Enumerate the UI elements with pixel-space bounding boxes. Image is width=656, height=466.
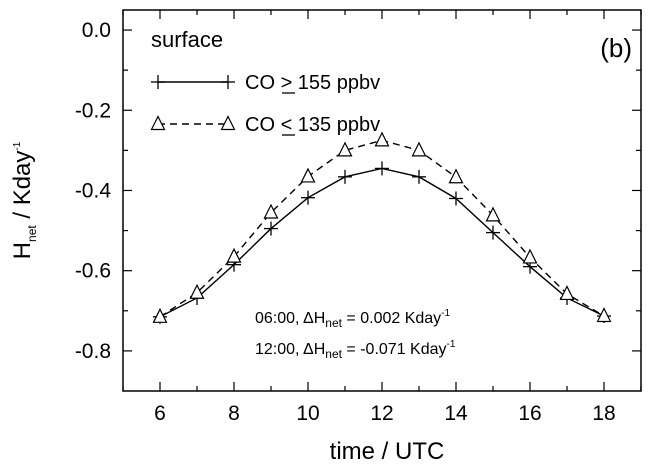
triangle-marker [485, 206, 501, 222]
annotation-eq: = 0.002 Kday [342, 310, 441, 327]
annotation-2: 12:00, ΔHnet = -0.071 Kday-1 [255, 339, 456, 361]
triangle-marker [226, 247, 242, 263]
x-tick-label: 6 [154, 402, 166, 425]
y-tick-label: 0.0 [82, 19, 111, 42]
annotation-sup: -1 [447, 339, 456, 350]
annotation-sub: net [325, 316, 342, 330]
x-tick-label: 18 [592, 402, 615, 425]
x-axis-title: time / UTC [330, 438, 445, 465]
annotation-time: 12:00, [255, 341, 303, 358]
x-tick-label: 8 [228, 402, 240, 425]
annotation-delta: ΔH [303, 341, 325, 358]
y-tick-label: -0.2 [75, 99, 111, 122]
plot-frame [122, 9, 642, 392]
annotation-time: 06:00, [255, 310, 303, 327]
y-tick-label: -0.6 [75, 260, 111, 283]
triangle-marker [522, 248, 538, 264]
plot-layer: 6 8 10 12 14 16 18 0.0 -0.2 -0.4 -0.6 -0.8 time / UT… [9, 9, 642, 465]
triangle-marker [374, 131, 390, 147]
x-tick-label: 14 [444, 402, 468, 425]
legend-prefix: CO [245, 114, 281, 136]
triangle-marker [220, 115, 236, 131]
triangle-marker [411, 141, 427, 157]
y-tick-label: -0.8 [75, 340, 111, 363]
triangle-marker [337, 141, 353, 157]
legend-label-2: CO < 135 ppbv [245, 114, 380, 136]
y-tick-label: -0.4 [75, 179, 112, 202]
x-tick-label: 10 [296, 402, 319, 425]
legend-operator: < [281, 114, 293, 136]
legend-label-1: CO > 155 ppbv [245, 72, 380, 94]
annotation-delta: ΔH [303, 310, 325, 327]
triangle-marker [448, 168, 464, 184]
y-axis-title-unit: / Kday [9, 151, 36, 226]
annotation-sup: -1 [441, 308, 450, 319]
triangle-marker [596, 307, 612, 323]
triangle-marker [150, 115, 166, 131]
y-axis-title-main: H [9, 242, 36, 259]
y-axis-title-sub: net [25, 225, 39, 242]
triangle-marker [300, 167, 316, 183]
legend-suffix: 135 ppbv [292, 114, 380, 136]
triangle-marker [189, 283, 205, 299]
triangle-marker [152, 307, 168, 323]
x-tick-label: 12 [370, 402, 393, 425]
series-line-1 [159, 167, 605, 318]
x-tick-label: 16 [518, 402, 541, 425]
legend-suffix: 155 ppbv [292, 72, 380, 94]
annotation-1: 06:00, ΔHnet = 0.002 Kday-1 [255, 308, 451, 330]
y-axis-title-sup: -1 [12, 141, 23, 150]
annotation-sub: net [325, 347, 342, 361]
triangle-marker [559, 285, 575, 301]
y-axis-title: Hnet / Kday-1 [9, 141, 39, 259]
legend-operator: > [281, 72, 293, 94]
annotation-eq: = -0.071 Kday [342, 341, 447, 358]
chart-title: surface [151, 27, 223, 52]
legend-prefix: CO [245, 72, 281, 94]
panel-label: (b) [600, 33, 632, 63]
triangle-marker [263, 203, 279, 219]
